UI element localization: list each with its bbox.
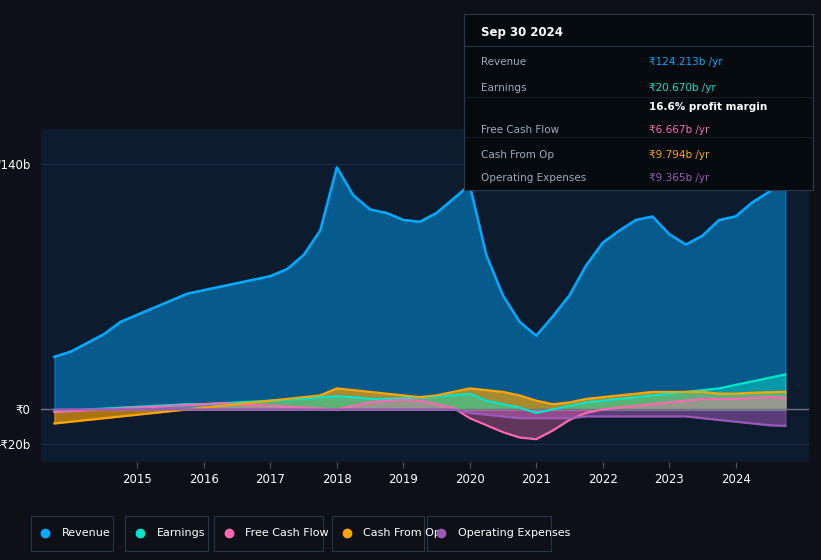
Text: ₹9.794b /yr: ₹9.794b /yr xyxy=(649,150,709,160)
Text: ₹6.667b /yr: ₹6.667b /yr xyxy=(649,125,709,136)
Text: Free Cash Flow: Free Cash Flow xyxy=(481,125,559,136)
Text: Earnings: Earnings xyxy=(157,529,205,538)
Text: Earnings: Earnings xyxy=(481,83,527,93)
Text: ₹124.213b /yr: ₹124.213b /yr xyxy=(649,57,722,67)
Text: Operating Expenses: Operating Expenses xyxy=(458,529,571,538)
Text: ₹9.365b /yr: ₹9.365b /yr xyxy=(649,173,709,183)
Text: Operating Expenses: Operating Expenses xyxy=(481,173,586,183)
Text: Free Cash Flow: Free Cash Flow xyxy=(245,529,328,538)
Text: Revenue: Revenue xyxy=(481,57,526,67)
Text: Cash From Op: Cash From Op xyxy=(364,529,441,538)
Text: 16.6% profit margin: 16.6% profit margin xyxy=(649,102,767,113)
Text: Revenue: Revenue xyxy=(62,529,111,538)
Text: Cash From Op: Cash From Op xyxy=(481,150,554,160)
Text: Sep 30 2024: Sep 30 2024 xyxy=(481,26,563,39)
Text: ₹20.670b /yr: ₹20.670b /yr xyxy=(649,83,716,93)
